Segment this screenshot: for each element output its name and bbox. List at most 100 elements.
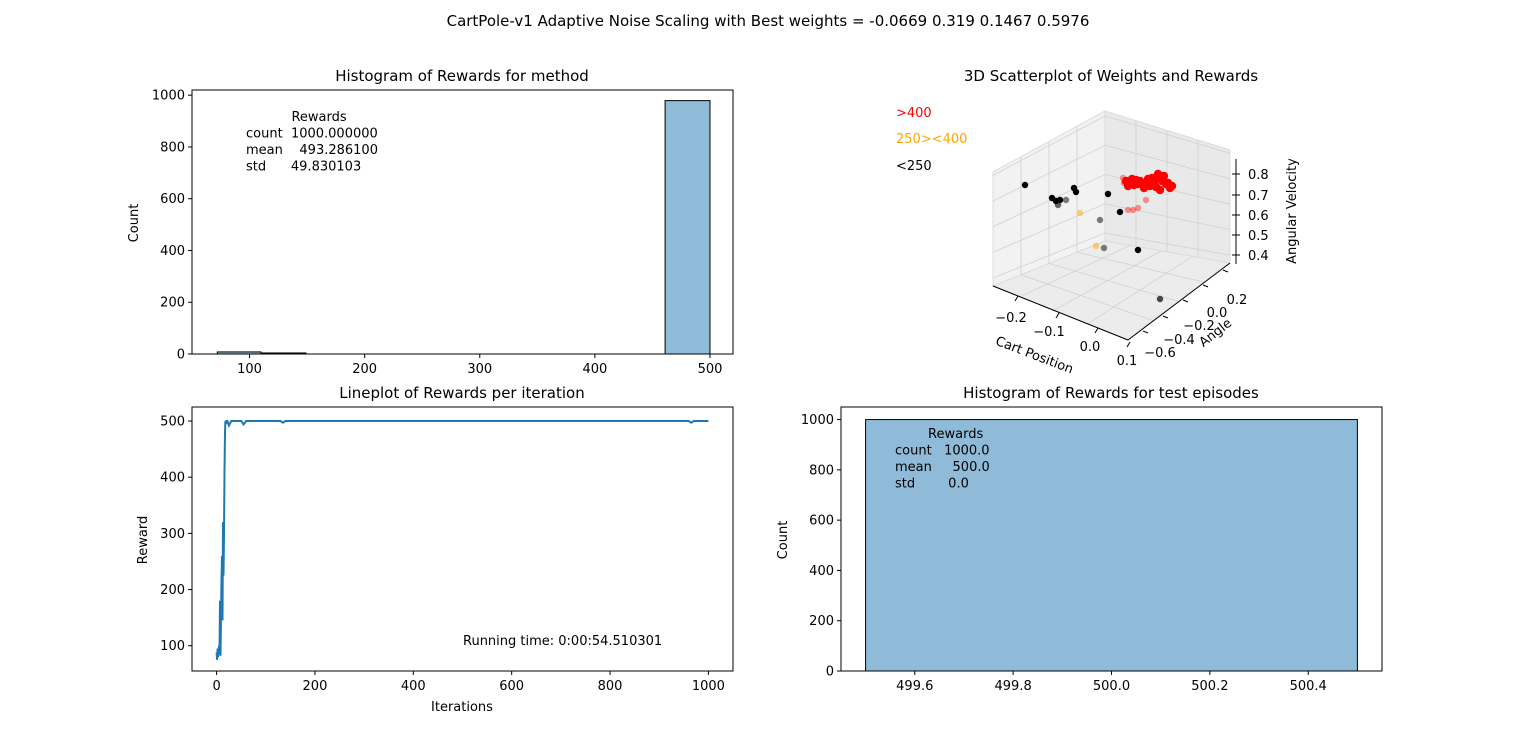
xtick-mark: [1126, 341, 1131, 348]
lineplot-title: Lineplot of Rewards per iteration: [339, 384, 585, 402]
ytick-label: 200: [160, 583, 185, 598]
ytick-label: 200: [160, 296, 185, 311]
scatter-point: [1156, 295, 1164, 303]
xtick-label: 500.4: [1290, 679, 1327, 694]
hist-method-title: Histogram of Rewards for method: [335, 67, 589, 85]
xtick-label: 1000: [692, 679, 725, 694]
grid-line: [992, 232, 1231, 279]
legend-entry: >400: [896, 106, 932, 121]
scatter-point: [1167, 181, 1177, 191]
reward-line: [215, 420, 709, 660]
scatter-point: [1121, 176, 1131, 186]
scatter-point: [1056, 196, 1064, 204]
z-axis-label: Angular Velocity: [1285, 158, 1300, 264]
xtick-label: −0.2: [995, 311, 1027, 326]
scatter-point: [1129, 206, 1137, 214]
lineplot-xlabel: Iterations: [431, 700, 493, 715]
histogram-bar: [664, 100, 711, 355]
x-axis-line: [992, 285, 1129, 341]
ytick-mark: [1142, 330, 1149, 334]
legend-entry: <250: [896, 159, 932, 174]
grid-line: [1020, 274, 1154, 322]
lineplot-panel: Lineplot of Rewards per iteration Iterat…: [136, 384, 734, 715]
running-time-annotation: Running time: 0:00:54.510301: [463, 634, 662, 649]
histogram-test-panel: Histogram of Rewards for test episodes C…: [776, 384, 1383, 694]
scatter-point: [1120, 179, 1128, 187]
ytick-label: 800: [809, 463, 834, 478]
scatter-point: [1139, 183, 1149, 193]
grid-line: [992, 203, 1231, 253]
ztick-label: 0.4: [1248, 249, 1269, 264]
ytick-label: 0.0: [1207, 306, 1228, 321]
stats-line: mean 500.0: [895, 460, 990, 475]
xtick-label: 100: [237, 362, 262, 377]
ztick-label: 0.7: [1248, 189, 1269, 204]
ytick-label: 0: [826, 665, 834, 680]
xtick-label: 300: [467, 362, 492, 377]
grid-line: [992, 144, 1231, 202]
scatter-point: [1124, 206, 1132, 214]
ytick-label: 400: [160, 471, 185, 486]
stats-line: count 1000.0: [895, 444, 990, 459]
xtick-label: 400: [401, 679, 426, 694]
ytick-mark: [1162, 315, 1169, 319]
scatter-point: [1119, 174, 1127, 182]
ytick-label: 200: [809, 614, 834, 629]
scatter-point: [1096, 216, 1104, 224]
scatter-point: [1147, 173, 1157, 183]
legend-entry: 250><400: [896, 132, 967, 147]
xtick-label: 600: [499, 679, 524, 694]
scatter-point: [1134, 246, 1142, 254]
ytick-label: 500: [160, 415, 185, 430]
scatter-point: [1021, 181, 1029, 189]
ytick-label: 600: [160, 192, 185, 207]
stats-line: count 1000.000000: [246, 127, 378, 142]
ztick-label: 0.6: [1248, 209, 1269, 224]
scatter-point: [1159, 171, 1169, 181]
grid-line: [992, 174, 1231, 228]
xtick-label: 400: [582, 362, 607, 377]
xtick-label: 200: [303, 679, 328, 694]
axes-frame: [840, 406, 1383, 672]
lineplot-ylabel: Reward: [136, 516, 151, 564]
xtick-label: 0.0: [1080, 340, 1101, 355]
scatter-point: [1134, 204, 1142, 212]
ytick-label: −0.6: [1144, 346, 1176, 361]
xtick-mark: [1055, 312, 1060, 319]
ytick-mark: [1182, 299, 1189, 303]
y-axis-line: [1127, 262, 1231, 341]
xtick-label: 0: [212, 679, 220, 694]
ytick-label: 800: [160, 140, 185, 155]
ytick-label: 0: [177, 348, 185, 363]
figure-suptitle: CartPole-v1 Adaptive Noise Scaling with …: [447, 12, 1090, 30]
scatter-point: [1076, 209, 1084, 217]
scatter-point: [1092, 242, 1100, 250]
ytick-label: 400: [160, 244, 185, 259]
stats-line: mean 493.286100: [246, 143, 378, 158]
xtick-label: 200: [352, 362, 377, 377]
ytick-label: −0.4: [1163, 333, 1195, 348]
ytick-label: 100: [160, 639, 185, 654]
xtick-label: 800: [598, 679, 623, 694]
scatter-point: [1062, 196, 1070, 204]
grid-line: [1048, 263, 1180, 302]
scatter-point: [1104, 190, 1112, 198]
xtick-label: 500.2: [1191, 679, 1228, 694]
stats-line: Rewards: [895, 427, 983, 442]
grid-line: [1076, 251, 1205, 283]
xtick-mark: [1094, 327, 1099, 334]
xtick-label: 499.6: [896, 679, 933, 694]
axes-frame: [191, 89, 734, 355]
ytick-label: 1000: [801, 413, 834, 428]
scatter-point: [1155, 185, 1165, 195]
ztick-label: 0.8: [1248, 168, 1269, 183]
ytick-label: 1000: [152, 89, 185, 104]
hist-test-ylabel: Count: [776, 521, 791, 560]
hist-test-title: Histogram of Rewards for test episodes: [963, 384, 1259, 402]
ytick-label: 0.2: [1227, 293, 1248, 308]
stats-line: std 49.830103: [246, 160, 361, 175]
scatter-point: [1142, 196, 1150, 204]
grid-line: [992, 115, 1231, 176]
scatter-point: [1133, 179, 1143, 189]
stats-line: Rewards: [246, 110, 347, 125]
